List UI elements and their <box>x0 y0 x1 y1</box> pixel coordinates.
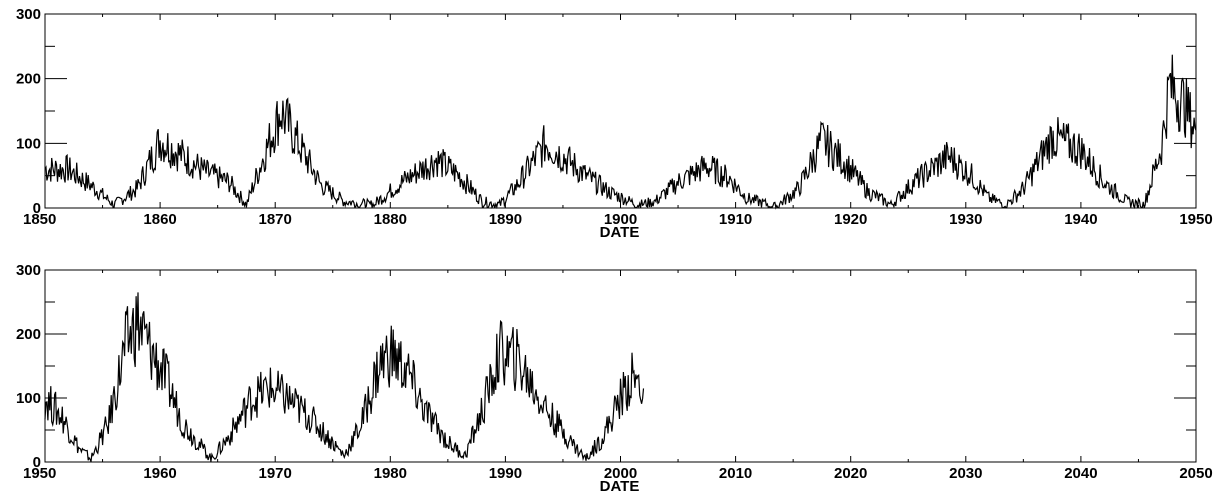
x-tick-label: 2000 <box>604 465 637 482</box>
x-tick-label: 2020 <box>834 465 867 482</box>
y-tick-label: 0 <box>33 454 41 471</box>
x-axis-title: DATE <box>600 224 640 241</box>
series-lines <box>44 54 1197 210</box>
y-tick-labels: 0 100 200 300 <box>16 6 41 217</box>
x-tick-label: 1970 <box>259 465 292 482</box>
chart-panel-1850-1950: 1850 1860 1870 1880 1890 1900 1910 1920 1930 1940… <box>16 6 1213 241</box>
x-tick-label: 1910 <box>719 211 752 228</box>
x-tick-label: 2030 <box>949 465 982 482</box>
y-tick-label: 200 <box>16 326 41 343</box>
y-tick-label: 100 <box>16 390 41 407</box>
x-tick-label: 1890 <box>489 211 522 228</box>
x-tick-labels: 1850 1860 1870 1880 1890 1900 1910 1920 1930 1940… <box>23 211 1213 228</box>
plot-frame <box>44 269 1197 463</box>
data-line <box>44 54 1197 210</box>
x-tick-label: 2050 <box>1179 465 1212 482</box>
x-tick-label: 1990 <box>489 465 522 482</box>
x-tick-label: 1900 <box>604 211 637 228</box>
x-tick-label: 1980 <box>374 465 407 482</box>
y-tick-label: 200 <box>16 71 41 88</box>
x-tick-label: 1850 <box>23 211 56 228</box>
x-tick-label: 1940 <box>1064 211 1097 228</box>
y-tick-label: 300 <box>16 262 41 279</box>
y-tick-label: 100 <box>16 135 41 152</box>
tick-marks <box>44 269 1197 463</box>
x-tick-label: 1870 <box>259 211 292 228</box>
tick-marks <box>44 13 1197 209</box>
x-tick-label: 1880 <box>374 211 407 228</box>
y-tick-label: 0 <box>33 200 41 217</box>
chart-panel-1950-2050: 1950 1960 1970 1980 1990 2000 2010 2020 2030 2040… <box>16 262 1213 493</box>
x-tick-label: 1930 <box>949 211 982 228</box>
data-line <box>44 292 645 462</box>
x-tick-label: 1950 <box>1179 211 1212 228</box>
x-axis-title: DATE <box>600 478 640 493</box>
series-lines <box>44 292 645 462</box>
x-tick-labels: 1950 1960 1970 1980 1990 2000 2010 2020 2030 2040… <box>23 465 1213 482</box>
x-tick-label: 1920 <box>834 211 867 228</box>
x-tick-label: 2010 <box>719 465 752 482</box>
x-tick-label: 1950 <box>23 465 56 482</box>
x-tick-label: 1860 <box>143 211 176 228</box>
x-tick-label: 2040 <box>1064 465 1097 482</box>
y-tick-labels: 0 100 200 300 <box>16 262 41 471</box>
x-tick-label: 1960 <box>143 465 176 482</box>
y-tick-label: 300 <box>16 6 41 23</box>
